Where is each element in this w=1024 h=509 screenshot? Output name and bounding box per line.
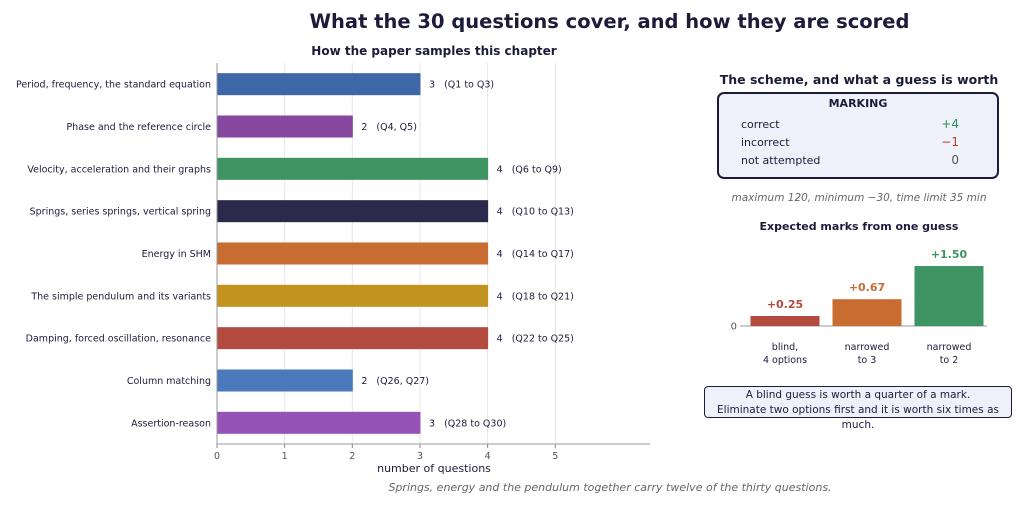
bar-chart-xlabel: number of questions: [377, 462, 491, 475]
data-label: 2 (Q4, Q5): [361, 122, 417, 133]
bar: [217, 327, 489, 350]
marking-label: correct: [741, 118, 780, 131]
bar: [217, 242, 489, 265]
guess-note-line2: Eliminate two options first and it is wo…: [717, 404, 999, 431]
bar: [217, 411, 421, 434]
category-label: Column matching: [127, 376, 211, 387]
scheme-limits: maximum 120, minimum −30, time limit 35 …: [731, 192, 987, 204]
bar: [217, 369, 353, 392]
data-label: 3 (Q28 to Q30): [429, 418, 506, 429]
category-label: Damping, forced oscillation, resonance: [26, 334, 211, 345]
data-label: 4 (Q6 to Q9): [497, 164, 562, 175]
guess-note: A blind guess is worth a quarter of a ma…: [704, 386, 1012, 431]
x-tick-label: 3: [417, 451, 423, 462]
marking-value: +4: [941, 117, 959, 131]
guess-chart-title: Expected marks from one guess: [759, 220, 959, 233]
bar: [217, 157, 489, 180]
bar: [217, 284, 489, 307]
data-label: 4 (Q10 to Q13): [497, 207, 574, 218]
data-label: 2 (Q26, Q27): [361, 376, 429, 387]
bar: [217, 200, 489, 223]
x-tick-label: 5: [552, 451, 558, 462]
category-label: Period, frequency, the standard equation: [16, 80, 211, 91]
data-label: 4 (Q18 to Q21): [497, 291, 574, 302]
category-label: Velocity, acceleration and their graphs: [27, 164, 211, 175]
data-label: 4 (Q14 to Q17): [497, 249, 574, 260]
footnote: Springs, energy and the pendulum togethe…: [388, 481, 832, 494]
category-label: Assertion-reason: [131, 418, 211, 429]
marking-row-incorrect: incorrect −1: [741, 135, 959, 149]
guess-note-line1: A blind guess is worth a quarter of a ma…: [745, 389, 971, 401]
marking-box: MARKING correct +4 incorrect −1 not atte…: [717, 92, 999, 179]
marking-title: MARKING: [828, 97, 888, 110]
category-label: Springs, series springs, vertical spring: [30, 207, 211, 218]
page-title: What the 30 questions cover, and how the…: [309, 10, 910, 33]
marking-value: 0: [951, 153, 959, 167]
data-label: 3 (Q1 to Q3): [429, 80, 494, 91]
marking-value: −1: [941, 135, 959, 149]
category-label: The simple pendulum and its variants: [30, 291, 211, 302]
marking-row-not-attempted: not attempted 0: [741, 153, 959, 167]
x-tick-label: 2: [349, 451, 355, 462]
x-tick-label: 0: [214, 451, 220, 462]
scheme-title: The scheme, and what a guess is worth: [719, 72, 999, 87]
marking-label: incorrect: [741, 136, 790, 149]
x-tick-label: 1: [282, 451, 288, 462]
marking-label: not attempted: [741, 154, 821, 167]
category-label: Energy in SHM: [142, 249, 211, 260]
data-label: 4 (Q22 to Q25): [497, 334, 574, 345]
x-tick-label: 4: [485, 451, 491, 462]
category-label: Phase and the reference circle: [66, 122, 211, 133]
bar: [217, 115, 353, 138]
bar-chart-title: How the paper samples this chapter: [311, 44, 556, 58]
marking-row-correct: correct +4: [741, 117, 959, 131]
bar: [217, 73, 421, 96]
